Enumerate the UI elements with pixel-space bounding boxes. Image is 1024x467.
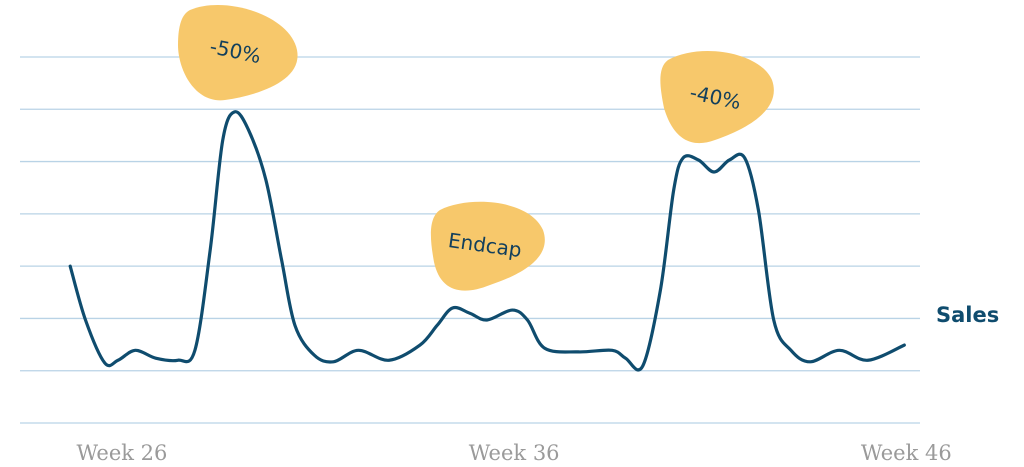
plot xyxy=(68,110,906,372)
x-tick-label: Week 36 xyxy=(469,441,560,465)
legend-label: Sales xyxy=(936,303,999,327)
legend: Sales xyxy=(936,303,999,327)
x-axis: Week 26 Week 36 Week 46 xyxy=(77,441,952,465)
annotation: -50% xyxy=(178,4,298,101)
line xyxy=(68,110,906,372)
annotation: Endcap xyxy=(430,201,545,291)
annotation: -40% xyxy=(660,50,774,144)
annotation-blob xyxy=(660,50,774,144)
x-tick-label: Week 26 xyxy=(77,441,168,465)
x-tick-label: Week 46 xyxy=(861,441,952,465)
annotation-blob xyxy=(430,201,545,291)
annotation-blob xyxy=(178,4,298,101)
